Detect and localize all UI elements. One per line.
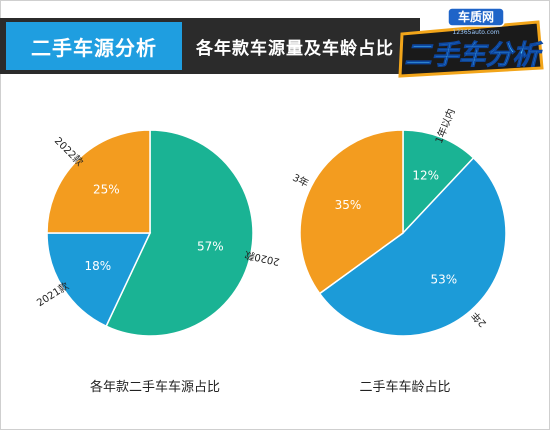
header-banner: 二手车源分析 各年款车源量及车龄占比 车质网 12365auto.com 二手车… [0,0,550,92]
slice-category-label: 2021款 [34,279,71,309]
logo-url: 12365auto.com [452,29,499,36]
logo-brand: 车质网 [458,9,494,24]
chart-caption-vehicle-age: 二手车车龄占比 [359,380,451,395]
pie-slice [318,156,507,337]
slice-value-label: 57% [197,239,224,253]
chart-caption-model-year: 各年款二手车车源占比 [89,380,220,395]
slice-category-label: 2022款 [52,134,86,168]
slice-value-label: 12% [412,169,439,183]
pie-slice [299,129,404,295]
pie-slice [105,129,254,337]
logo-text: 二手车分析 [405,40,544,71]
pie-chart-vehicle-age: 12% 1年以内 53% 2年 35% 3年 [291,107,507,337]
slice-value-label: 35% [335,198,362,212]
slice-category-label: 3年 [291,171,311,190]
slice-category-label: 1年以内 [432,107,457,146]
pie-slice [46,232,152,328]
slice-value-label: 25% [93,182,120,196]
section-label-box: 二手车源分析 [6,22,182,70]
brand-logo: 车质网 12365auto.com 二手车分析 [398,7,544,78]
pie-slice [402,129,475,235]
pie-slice [46,129,151,234]
slice-category-label: 2年 [468,309,489,330]
section-label: 二手车源分析 [31,35,157,60]
slice-value-label: 53% [431,272,458,286]
slice-value-label: 18% [84,259,111,273]
page-title: 各年款车源量及车龄占比 [196,39,394,59]
